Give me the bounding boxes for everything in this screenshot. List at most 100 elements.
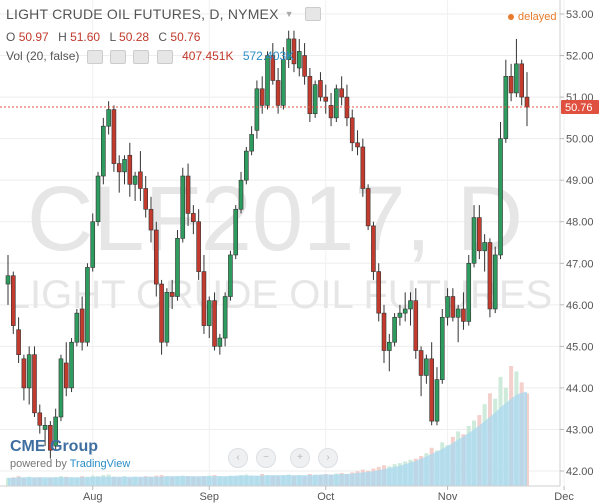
candle (413, 288, 419, 359)
y-tick-label: 45.00 (566, 341, 594, 353)
more-icon[interactable] (156, 49, 173, 64)
candle (365, 184, 371, 231)
symbol-title-row[interactable]: LIGHT CRUDE OIL FUTURES, D, NYMEX ▼ (6, 6, 321, 22)
powered-by[interactable]: powered by TradingView (10, 458, 130, 470)
volume-average-area (8, 391, 527, 486)
eye-icon[interactable] (86, 49, 103, 64)
candle (334, 84, 339, 123)
candle-body (487, 242, 493, 310)
candle-body (328, 105, 334, 119)
zoom-out-button[interactable]: − (256, 448, 276, 468)
candle-body (101, 125, 106, 177)
candle (79, 296, 85, 351)
y-tick-label: 52.00 (566, 51, 594, 63)
candle (519, 59, 525, 106)
candle-body (249, 134, 254, 152)
candle (445, 288, 450, 326)
candle-body (376, 271, 382, 314)
high-value: 51.60 (70, 30, 101, 44)
close-icon[interactable] (133, 49, 150, 64)
candle (270, 43, 276, 85)
candle-body (180, 175, 186, 239)
candle (148, 196, 154, 243)
candle-body (498, 138, 503, 256)
x-tick-label: Dec (554, 491, 574, 503)
cme-logo[interactable]: CME Group (10, 438, 98, 456)
candle-body (122, 159, 127, 173)
candle (222, 292, 228, 347)
candle (53, 408, 58, 451)
candle (265, 51, 270, 110)
candle (275, 68, 281, 114)
zoom-in-button[interactable]: + (290, 448, 310, 468)
candle (450, 288, 456, 322)
candle (175, 230, 180, 301)
candle (21, 354, 27, 401)
scroll-right-button[interactable]: › (318, 448, 338, 468)
time-axis: Aug Sep Oct Nov Dec (0, 485, 574, 503)
candle (498, 122, 503, 260)
candle (217, 333, 223, 355)
candle-body (74, 312, 80, 343)
chevron-down-icon[interactable]: ▼ (284, 9, 294, 19)
candle-body (32, 354, 37, 414)
candle (159, 279, 164, 355)
candle-body (461, 308, 466, 322)
candle (106, 101, 111, 135)
candle (254, 80, 260, 139)
candle (508, 63, 514, 102)
candle (185, 163, 191, 226)
chart-header: LIGHT CRUDE OIL FUTURES, D, NYMEX ▼ (6, 6, 321, 22)
candle (249, 126, 254, 156)
candle-body (381, 312, 387, 351)
candle-body (153, 229, 159, 285)
volume-readout: Vol (20, false) 407.451K 572.403K (6, 49, 294, 64)
volume-value: 407.451K (182, 49, 234, 63)
candle (328, 92, 334, 127)
candle (5, 254, 11, 305)
symbol-title: LIGHT CRUDE OIL FUTURES, D, NYMEX (6, 6, 279, 22)
candle (402, 292, 408, 322)
candle (244, 146, 249, 185)
candle (318, 72, 323, 102)
candle (153, 221, 159, 297)
candle-body (477, 217, 482, 252)
candle (233, 205, 239, 260)
candle-body (148, 208, 154, 231)
candle-body (127, 154, 133, 185)
candle-body (106, 109, 111, 127)
candle (387, 333, 392, 372)
candle-body (519, 63, 525, 98)
low-value: 50.28 (119, 30, 150, 44)
candle-body (196, 221, 201, 272)
scroll-left-button[interactable]: ‹ (228, 448, 248, 468)
candle-body (371, 225, 376, 272)
high-label: H (58, 30, 67, 44)
candle-body (360, 146, 366, 189)
candle (32, 346, 37, 417)
candle (238, 171, 244, 214)
candle (169, 279, 175, 309)
candle-body (312, 84, 318, 115)
candle-body (397, 312, 403, 318)
delayed-label: delayed (518, 11, 557, 23)
candle (381, 304, 387, 363)
candle-body (48, 424, 53, 451)
candle (212, 292, 217, 351)
candle (471, 205, 477, 268)
candle-body (79, 308, 85, 343)
x-tick-label: Oct (317, 491, 334, 503)
candle-body (339, 88, 344, 98)
settings-icon[interactable] (110, 49, 127, 64)
candle (312, 80, 318, 118)
settings-icon[interactable] (304, 7, 321, 21)
candle (206, 296, 212, 339)
candle-body (334, 88, 339, 119)
candle-body (53, 416, 58, 447)
candle (228, 250, 233, 301)
candle-body (413, 300, 419, 351)
candle-body (318, 80, 323, 98)
candle-body (238, 179, 244, 210)
candle-body (429, 358, 434, 422)
